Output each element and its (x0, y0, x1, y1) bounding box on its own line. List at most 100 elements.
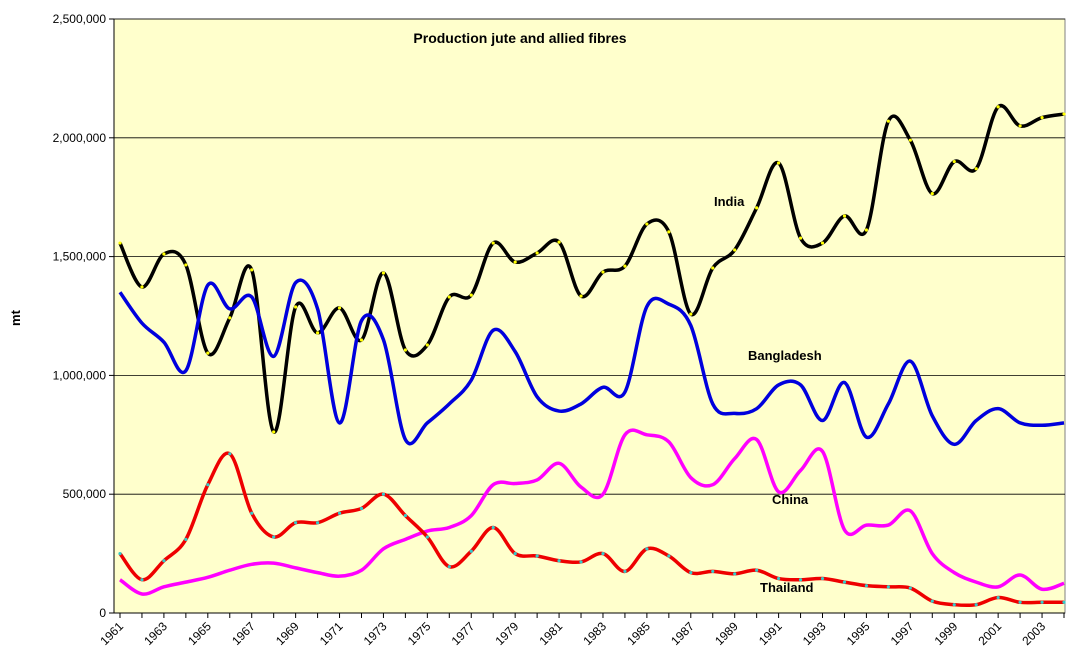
data-point (645, 547, 649, 551)
data-point (359, 338, 364, 342)
data-point (711, 266, 715, 270)
data-point (930, 599, 934, 603)
y-tick-label: 0 (99, 606, 106, 620)
data-point (315, 521, 320, 525)
data-point (557, 240, 561, 244)
data-point (535, 554, 539, 558)
x-tick-label: 1961 (97, 619, 126, 648)
data-point (315, 331, 320, 335)
x-tick-label: 1985 (624, 619, 653, 648)
data-point (491, 241, 495, 245)
data-point (842, 580, 847, 584)
lines (118, 103, 1066, 608)
y-tick-label: 500,000 (63, 487, 107, 501)
x-tick-label: 1997 (888, 619, 917, 648)
x-tick-label: 1963 (141, 619, 170, 648)
data-point (974, 603, 978, 607)
data-point (711, 569, 715, 574)
data-point (755, 568, 759, 572)
x-tick-label: 1965 (185, 619, 214, 648)
data-point (1040, 116, 1044, 120)
x-tick-label: 1987 (668, 619, 697, 648)
data-point (294, 521, 298, 525)
series-label: China (772, 492, 809, 507)
x-tick-label: 1979 (493, 619, 522, 648)
data-point (864, 584, 869, 588)
data-point (250, 511, 254, 515)
plot-area (113, 18, 1066, 614)
data-point (842, 214, 847, 218)
data-point (974, 167, 978, 171)
data-point (118, 241, 122, 245)
data-point (623, 264, 627, 268)
y-tick-label: 1,000,000 (53, 368, 107, 382)
x-tick-label: 1975 (405, 619, 434, 648)
data-point (886, 119, 890, 123)
data-point (1018, 124, 1022, 128)
data-point (403, 348, 407, 352)
data-point (820, 576, 825, 581)
data-point (1062, 112, 1066, 116)
data-point (798, 236, 803, 240)
data-point (1062, 600, 1066, 604)
data-point (996, 595, 1000, 600)
data-point (469, 293, 473, 297)
data-point (952, 159, 956, 164)
data-point (381, 492, 386, 496)
x-tick-label: 1989 (712, 619, 741, 648)
x-tick-label: 1969 (273, 619, 302, 648)
data-point (755, 206, 759, 210)
data-point (601, 552, 605, 556)
data-point (777, 576, 781, 581)
data-point (579, 294, 583, 298)
data-point (557, 559, 561, 563)
data-point (1018, 600, 1022, 604)
data-point (645, 222, 649, 226)
data-point (601, 270, 605, 274)
data-point (952, 603, 956, 607)
data-point (140, 285, 144, 289)
data-point (447, 295, 451, 299)
x-tick-label: 1983 (580, 619, 609, 648)
x-tick-label: 1999 (932, 619, 961, 648)
data-point (820, 241, 825, 245)
x-tick-label: 2003 (1019, 619, 1048, 648)
data-point (140, 578, 144, 582)
data-point (777, 161, 781, 165)
data-point (491, 525, 495, 530)
data-point (206, 483, 210, 487)
series-label: Bangladesh (748, 348, 822, 363)
data-point (798, 578, 803, 582)
data-point (337, 511, 342, 515)
data-point (294, 305, 298, 309)
data-point (579, 560, 583, 564)
data-point (228, 316, 232, 320)
y-tick-label: 2,000,000 (53, 131, 107, 145)
chart-title: Production jute and allied fibres (413, 30, 626, 46)
data-point (886, 585, 890, 589)
data-point (403, 513, 407, 518)
data-point (535, 251, 539, 255)
y-tick-label: 2,500,000 (53, 12, 107, 26)
data-point (206, 351, 210, 355)
series-label: Thailand (760, 580, 814, 595)
data-point (184, 263, 188, 267)
data-point (1040, 600, 1044, 604)
data-point (469, 549, 473, 553)
data-point (162, 559, 166, 563)
data-point (381, 271, 386, 275)
x-tick-label: 2001 (975, 619, 1004, 648)
data-point (184, 537, 188, 541)
data-point (930, 192, 934, 196)
data-point (250, 268, 254, 272)
data-point (513, 552, 517, 556)
data-point (623, 569, 627, 574)
data-point (359, 506, 364, 511)
x-tick-label: 1995 (844, 619, 873, 648)
data-point (667, 230, 671, 234)
data-point (667, 554, 671, 558)
data-point (689, 312, 693, 316)
data-point (425, 535, 429, 539)
data-point (864, 228, 869, 232)
